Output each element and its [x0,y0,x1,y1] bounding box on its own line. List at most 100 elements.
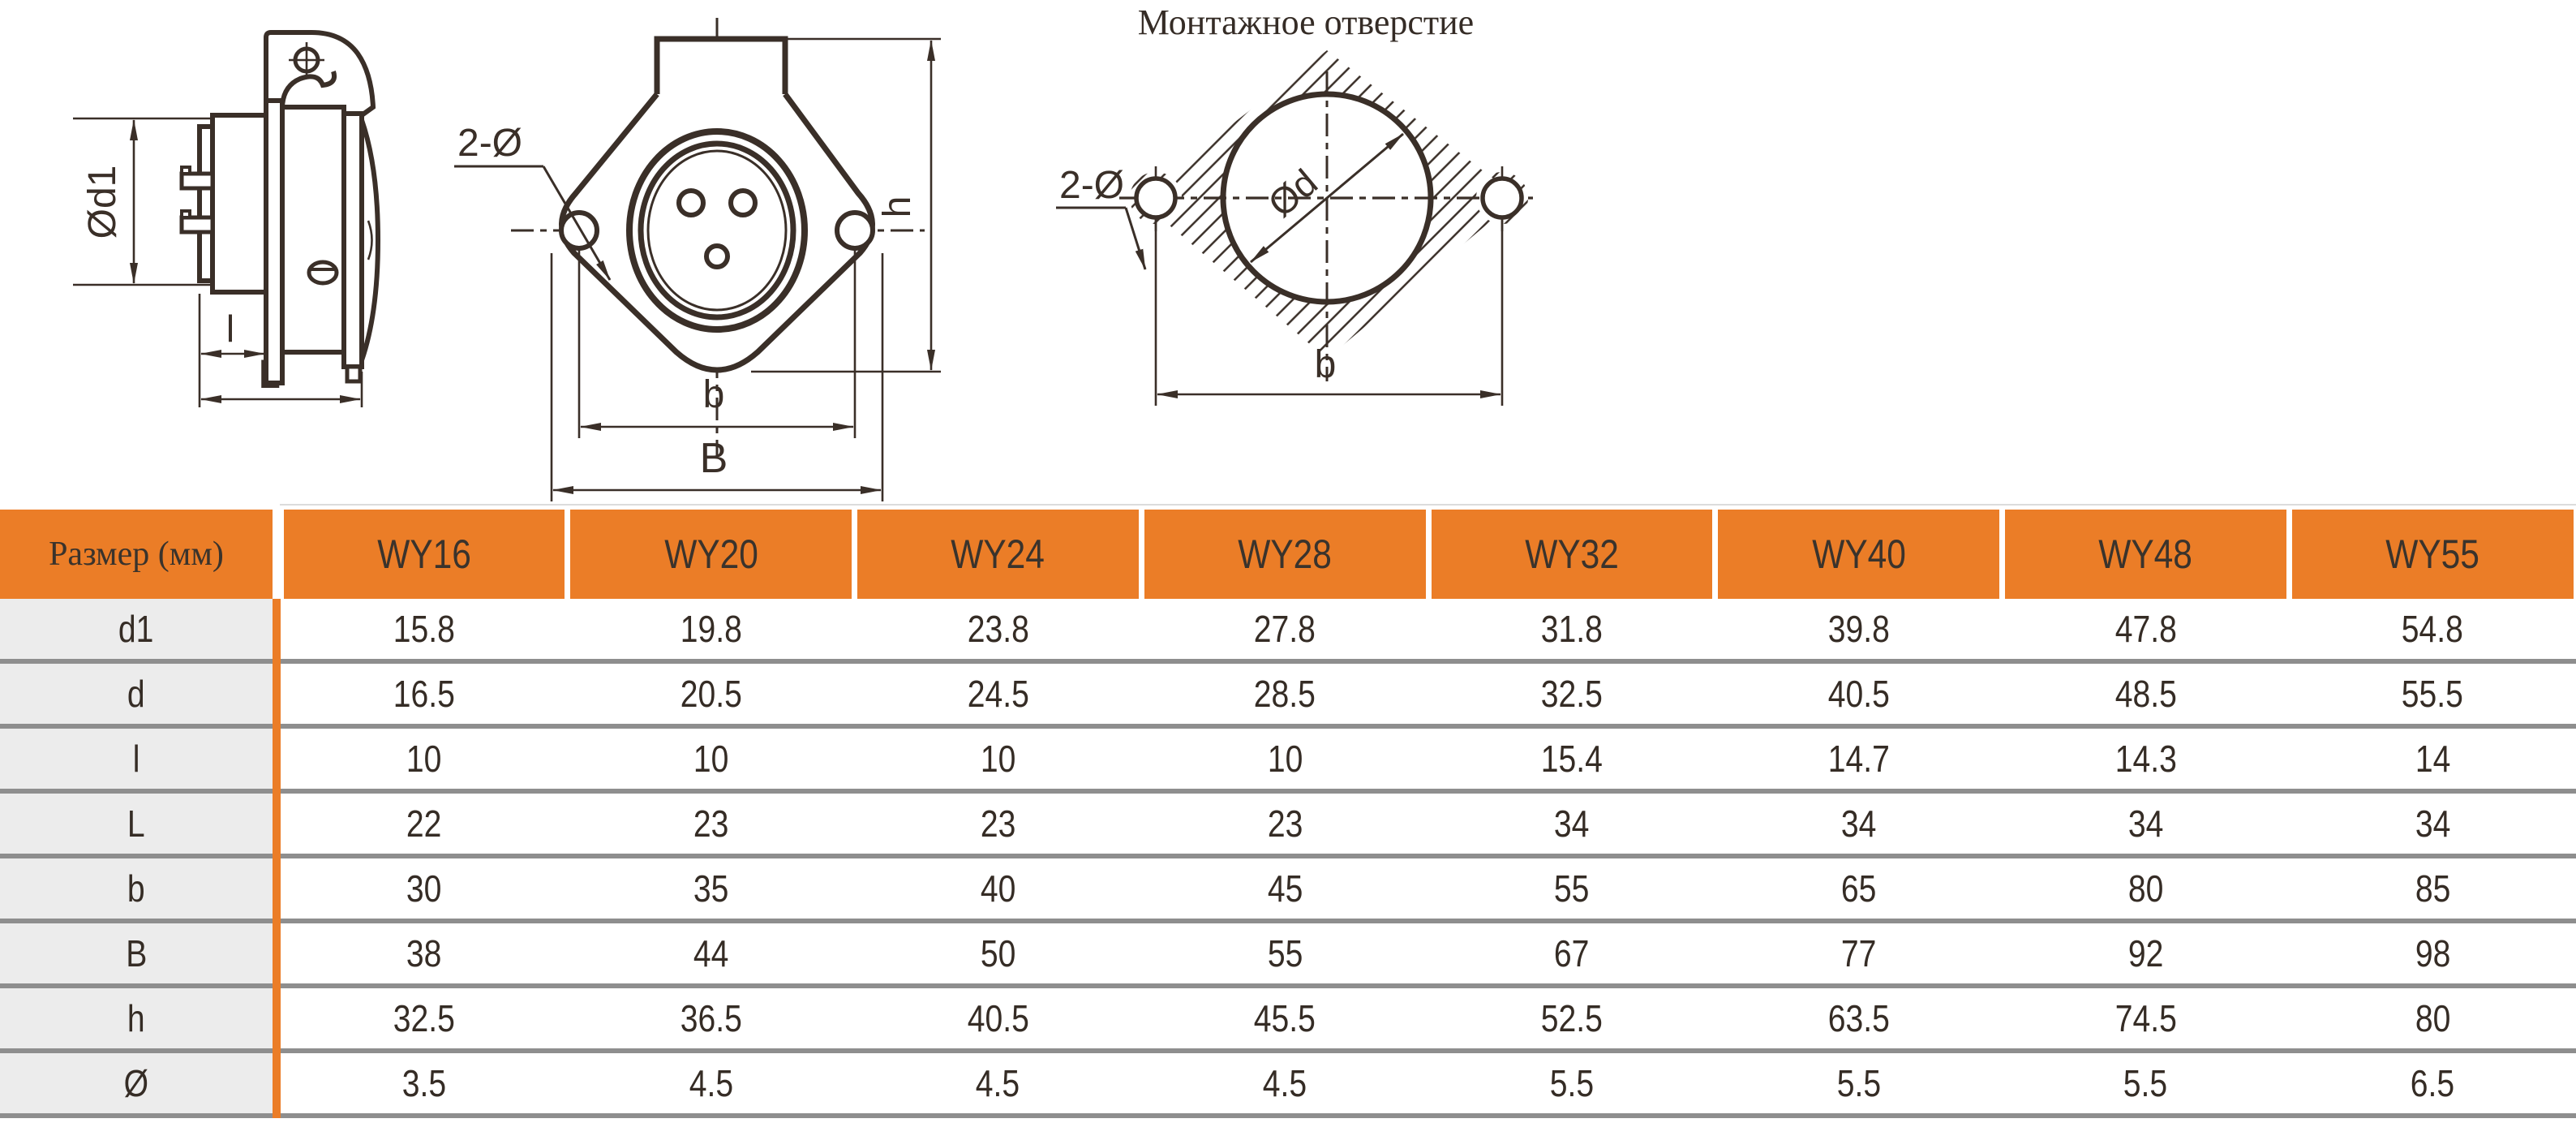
row-label: Ø [0,1053,273,1113]
dimensions-table: Размер (мм) WY16 WY20 WY24 WY28 WY32 WY4… [0,504,2576,1118]
value-cell: 6.5 [2410,1062,2455,1104]
front-view-drawing: 2-Ø h b B [454,18,941,501]
value-cell: 14.7 [1827,738,1890,780]
value-cell: 45.5 [1254,997,1316,1039]
value-cell: 10 [1267,738,1303,780]
value-cell: 80 [2127,867,2164,910]
value-cell: 16.5 [393,673,455,715]
table-row: d 16.5 20.5 24.5 28.5 32.5 40.5 48.5 55.… [0,664,2576,729]
dim-label-b: b [703,373,725,416]
header-cell: WY32 [1431,510,1713,599]
value-cell: 30 [406,867,442,910]
value-cell: 3.5 [401,1062,447,1104]
value-cell: 4.5 [689,1062,733,1104]
value-cell: 34 [1554,802,1590,845]
value-cell: 34 [2127,802,2164,845]
value-cell: 5.5 [1549,1062,1595,1104]
header-cell: WY55 [2291,510,2574,599]
value-cell: 34 [2415,802,2450,845]
table-row: h 32.5 36.5 40.5 45.5 52.5 63.5 74.5 80 [0,988,2576,1053]
value-cell: 23 [1267,802,1303,845]
header-cell: WY16 [283,510,565,599]
value-cell: 31.8 [1540,608,1603,650]
value-cell: 14.3 [2114,738,2177,780]
table-row: b 30 35 40 45 55 65 80 85 [0,858,2576,923]
value-cell: 27.8 [1254,608,1316,650]
value-cell: 40 [980,867,1016,910]
value-cell: 23.8 [967,608,1029,650]
value-cell: 35 [693,867,729,910]
value-cell: 74.5 [2114,997,2177,1039]
row-label: h [0,988,273,1048]
value-cell: 48.5 [2114,673,2177,715]
table-body: d1 15.8 19.8 23.8 27.8 31.8 39.8 47.8 54… [0,599,2576,1118]
header-cell-size: Размер (мм) [0,510,273,599]
value-cell: 20.5 [680,673,742,715]
value-cell: 67 [1554,932,1590,975]
table-header-row: Размер (мм) WY16 WY20 WY24 WY28 WY32 WY4… [0,510,2576,599]
mounting-hole-drawing: 2-Ø Ød b [1056,50,1533,406]
dim-label-l: l [226,308,234,350]
row-label: d1 [0,599,273,659]
value-cell: 24.5 [967,673,1029,715]
header-cell: WY48 [2005,510,2286,599]
value-cell: 40.5 [967,997,1029,1039]
value-cell: 40.5 [1827,673,1890,715]
dim-label-B: B [700,435,728,482]
value-cell: 10 [406,738,442,780]
value-cell: 50 [980,932,1016,975]
value-cell: 63.5 [1827,997,1890,1039]
value-cell: 45 [1267,867,1303,910]
value-cell: 10 [693,738,729,780]
value-cell: 80 [2415,997,2450,1039]
row-label: d [0,664,273,724]
value-cell: 85 [2415,867,2450,910]
value-cell: 47.8 [2114,608,2177,650]
dim-label-L: L [258,351,281,397]
row-label: L [0,794,273,854]
header-cell: WY20 [570,510,852,599]
header-gap [273,510,281,599]
value-cell: 23 [980,802,1016,845]
header-cell: WY24 [857,510,1139,599]
value-cell: 15.8 [393,608,455,650]
mounting-hole-title: Монтажное отверстие [1137,2,1475,42]
value-cell: 22 [406,802,442,845]
table-row: l 10 10 10 10 15.4 14.7 14.3 14 [0,729,2576,794]
value-cell: 55 [1267,932,1303,975]
dim-label-b: b [1315,343,1337,386]
row-label: b [0,858,273,919]
drawings-strip: Ød1 l L [0,0,2576,503]
table-row: Ø 3.5 4.5 4.5 4.5 5.5 5.5 5.5 6.5 [0,1053,2576,1118]
value-cell: 52.5 [1540,997,1603,1039]
row-label: B [0,923,273,983]
label-column-divider [273,599,281,1118]
table-row: B 38 44 50 55 67 77 92 98 [0,923,2576,988]
value-cell: 55.5 [2402,673,2464,715]
value-cell: 55 [1554,867,1590,910]
value-cell: 98 [2415,932,2450,975]
table-row: d1 15.8 19.8 23.8 27.8 31.8 39.8 47.8 54… [0,599,2576,664]
value-cell: 23 [693,802,729,845]
dim-label-2-holes: 2-Ø [457,122,522,165]
value-cell: 77 [1840,932,1877,975]
dim-label-2-holes: 2-Ø [1059,164,1124,207]
value-cell: 54.8 [2402,608,2464,650]
value-cell: 5.5 [1836,1062,1881,1104]
dim-label-d: Ød [1260,161,1324,225]
value-cell: 32.5 [1540,673,1603,715]
side-view-drawing: Ød1 l L [73,30,381,407]
value-cell: 38 [406,932,442,975]
value-cell: 34 [1840,802,1877,845]
value-cell: 39.8 [1827,608,1890,650]
header-cell: WY40 [1718,510,1999,599]
table-row: L 22 23 23 23 34 34 34 34 [0,794,2576,858]
value-cell: 10 [980,738,1016,780]
value-cell: 32.5 [393,997,455,1039]
value-cell: 65 [1840,867,1877,910]
value-cell: 4.5 [976,1062,1020,1104]
value-cell: 92 [2127,932,2164,975]
row-label: l [0,729,273,789]
value-cell: 44 [693,932,729,975]
